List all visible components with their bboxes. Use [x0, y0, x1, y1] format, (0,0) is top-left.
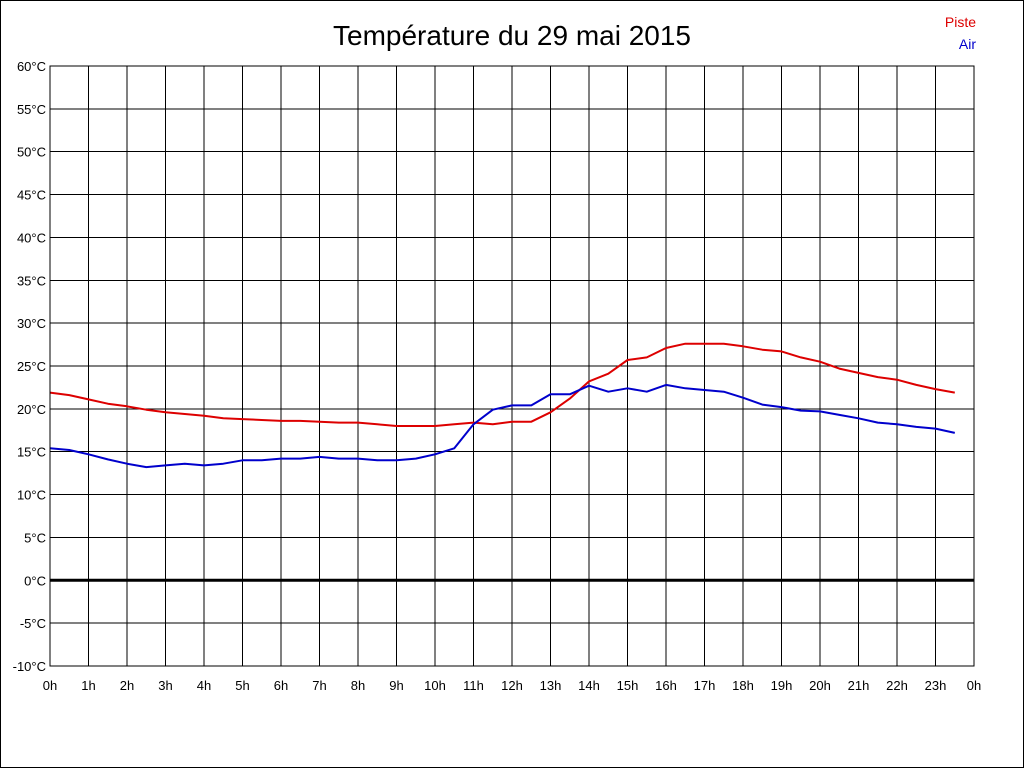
y-tick-label: 35°C: [17, 273, 46, 288]
y-axis-ticks: 60°C 55°C 50°C 45°C 40°C 35°C 30°C 25°C 20°C 15°C…: [13, 59, 46, 674]
y-tick-label: 30°C: [17, 316, 46, 331]
legend-entry-piste: Piste: [944, 14, 976, 30]
x-tick-label: 4h: [197, 678, 211, 693]
y-tick-label: 25°C: [17, 359, 46, 374]
y-tick-label: 45°C: [17, 188, 46, 203]
y-tick-label: 20°C: [17, 402, 46, 417]
x-axis-ticks: 0h 1h 2h 3h 4h 5h 6h 7h 8h 9h 10h 11h 12h 13h 14h 15h 16…: [43, 678, 981, 693]
x-tick-label: 5h: [235, 678, 249, 693]
x-tick-label: 12h: [501, 678, 523, 693]
y-tick-label: 5°C: [24, 530, 46, 545]
chart-title: Température du 29 mai 2015: [333, 20, 691, 51]
x-tick-label: 17h: [694, 678, 716, 693]
legend-entry-air: Air: [958, 36, 976, 52]
x-tick-label: 13h: [540, 678, 562, 693]
series-line-air: [49, 383, 956, 469]
x-tick-label: 10h: [424, 678, 446, 693]
x-tick-label: 9h: [389, 678, 403, 693]
x-tick-label: 0h: [43, 678, 57, 693]
x-tick-label: 6h: [274, 678, 288, 693]
x-tick-label: 22h: [886, 678, 908, 693]
x-tick-label: 0h: [967, 678, 981, 693]
y-tick-label: -10°C: [13, 659, 46, 674]
x-tick-label: 21h: [848, 678, 870, 693]
grid: [49, 65, 975, 667]
x-tick-label: 7h: [312, 678, 326, 693]
x-tick-label: 3h: [158, 678, 172, 693]
y-tick-label: 0°C: [24, 573, 46, 588]
x-tick-label: 2h: [120, 678, 134, 693]
y-tick-label: 15°C: [17, 445, 46, 460]
y-tick-label: 50°C: [17, 145, 46, 160]
x-tick-label: 8h: [351, 678, 365, 693]
x-tick-label: 23h: [925, 678, 947, 693]
series-lines: [49, 342, 956, 469]
plot-area-border: [49, 65, 975, 667]
x-tick-label: 11h: [463, 678, 484, 693]
y-tick-label: 40°C: [17, 230, 46, 245]
x-tick-label: 1h: [81, 678, 95, 693]
x-tick-label: 20h: [809, 678, 831, 693]
y-tick-label: 60°C: [17, 59, 46, 74]
x-tick-label: 14h: [578, 678, 600, 693]
y-tick-label: -5°C: [20, 616, 46, 631]
x-tick-label: 18h: [732, 678, 754, 693]
x-tick-label: 16h: [655, 678, 677, 693]
x-tick-label: 15h: [617, 678, 639, 693]
y-tick-label: 55°C: [17, 102, 46, 117]
y-tick-label: 10°C: [17, 488, 46, 503]
series-line-piste: [49, 342, 955, 427]
x-tick-label: 19h: [771, 678, 793, 693]
